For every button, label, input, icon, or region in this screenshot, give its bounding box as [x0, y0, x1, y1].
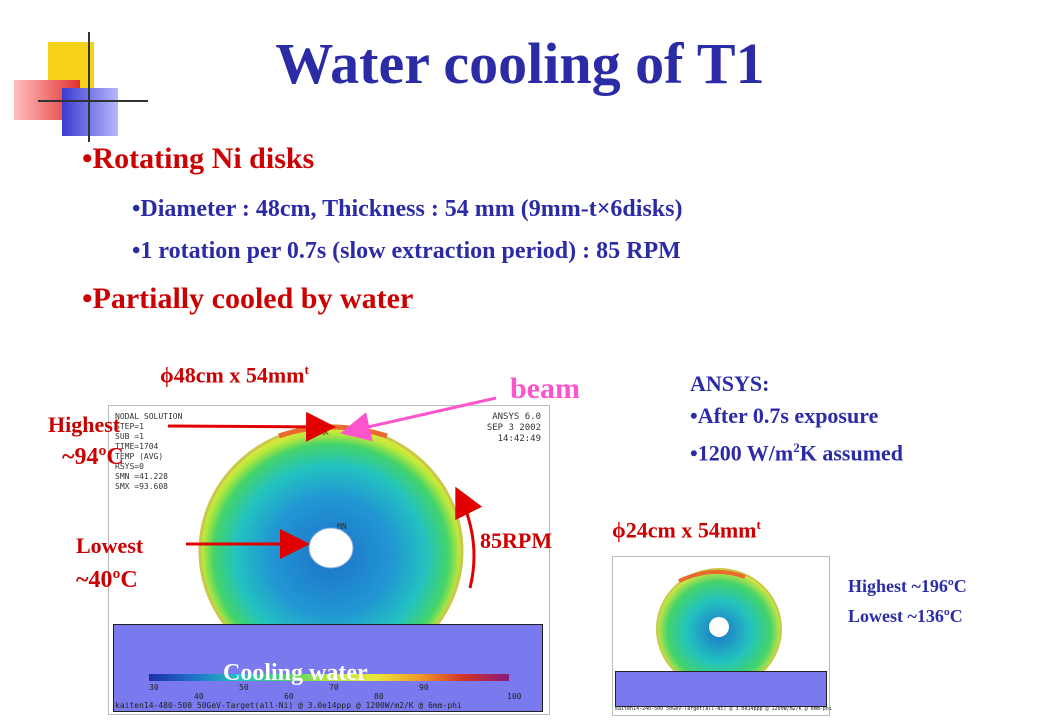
small-cooling-water-band	[615, 671, 827, 707]
decor-blue-square	[62, 88, 118, 136]
ansys-header-line: RSYS=0	[115, 462, 144, 471]
decor-horizontal-line	[38, 100, 148, 102]
large-dimension-label: ϕ48cm x 54mmt	[160, 362, 309, 388]
small-dimension-text: ϕ24cm x 54mm	[612, 517, 757, 543]
large-ansys-version: ANSYS 6.0 SEP 3 2002 14:42:49	[487, 412, 541, 445]
large-center-hole	[308, 527, 354, 569]
ansys-notes-item2-sup: 2	[793, 440, 800, 455]
large-figure-footer: kaiten14-480-500 50GeV-Target(all-Ni) @ …	[115, 701, 462, 710]
ansys-header-line: SMN =41.228	[115, 472, 168, 481]
scale-label-bottom: 100	[507, 692, 522, 701]
small-dimension-label: ϕ24cm x 54mmt	[612, 517, 761, 543]
scale-label-bottom: 40	[194, 692, 204, 701]
large-dimension-text: ϕ48cm x 54mm	[160, 362, 305, 388]
ansys-version-line: ANSYS 6.0	[492, 412, 541, 422]
ansys-notes-header: ANSYS:	[690, 371, 770, 396]
large-ansys-header: NODAL SOLUTION STEP=1 SUB =1 TIME=1704 T…	[115, 412, 182, 492]
lowest-label: Lowest	[76, 533, 144, 558]
ansys-notes-item2-main: •1200 W/m	[690, 440, 794, 466]
beam-label: beam	[510, 372, 580, 405]
ansys-version-line: SEP 3 2002	[486, 423, 541, 433]
small-hot-spot	[678, 569, 746, 583]
small-highest-label: Highest ~196ºC	[848, 576, 967, 596]
bullet-rotating-disks: •Rotating Ni disks	[82, 142, 315, 175]
scale-label-top: 70	[329, 683, 339, 692]
scale-label-top: 90	[419, 683, 429, 692]
ansys-notes-item: •1200 W/m2K assumed	[690, 432, 903, 469]
ansys-notes-item: •After 0.7s exposure	[690, 403, 879, 428]
rpm-label: 85RPM	[480, 528, 553, 553]
scale-label-top: 30	[149, 683, 159, 692]
ansys-header-line: TIME=1704	[115, 442, 159, 451]
bullet-partially-cooled: •Partially cooled by water	[82, 282, 414, 315]
ansys-header-line: SUB =1	[115, 432, 144, 441]
small-figure-footer: kaiten14-240-500 50GeV-Target(all-Ni) @ …	[615, 706, 832, 712]
ansys-notes: ANSYS: •After 0.7s exposure •1200 W/m2K …	[690, 368, 903, 469]
page-title: Water cooling of T1	[275, 31, 765, 96]
scale-label-bottom: 60	[284, 692, 294, 701]
ansys-header-line: TEMP (AVG)	[115, 452, 164, 461]
highest-value: ~94ºC	[62, 444, 124, 470]
ansys-header-line: NODAL SOLUTION	[115, 412, 183, 421]
small-center-hole	[709, 617, 729, 637]
mx-marker: MX	[319, 428, 329, 437]
decor-vertical-line	[88, 32, 90, 142]
large-dimension-sup: t	[304, 362, 309, 377]
ansys-header-line: SMX =93.608	[115, 482, 168, 491]
ansys-version-line: 14:42:49	[497, 434, 541, 444]
small-simulation-panel: kaiten14-240-500 50GeV-Target(all-Ni) @ …	[612, 556, 832, 716]
scale-label-bottom: 80	[374, 692, 384, 701]
scale-label-top: 50	[239, 683, 249, 692]
bullet-rotation: •1 rotation per 0.7s (slow extraction pe…	[132, 238, 681, 264]
small-dimension-sup: t	[756, 517, 761, 532]
ansys-header-line: STEP=1	[115, 422, 144, 431]
temperature-scale-bar	[149, 674, 509, 681]
large-simulation-plot	[198, 424, 464, 678]
cooling-water-band	[113, 624, 543, 712]
highest-label: Highest	[48, 412, 121, 437]
small-lowest-label: Lowest ~136ºC	[848, 606, 963, 626]
bullet-diameter: •Diameter : 48cm, Thickness : 54 mm (9mm…	[132, 196, 683, 222]
large-simulation-panel: NODAL SOLUTION STEP=1 SUB =1 TIME=1704 T…	[108, 405, 550, 715]
cooling-water-label: Cooling water	[223, 660, 368, 686]
lowest-value: ~40ºC	[76, 567, 138, 593]
mn-marker: MN	[337, 522, 347, 531]
ansys-notes-item2-end: K assumed	[799, 440, 904, 466]
